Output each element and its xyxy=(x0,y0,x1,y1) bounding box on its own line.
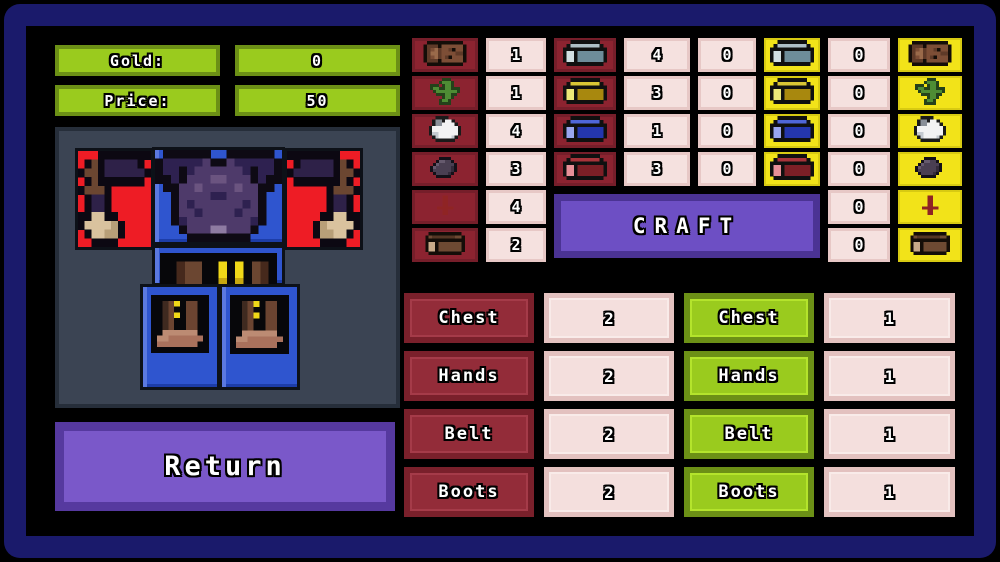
chest-slot[interactable] xyxy=(155,150,282,242)
kit-count: 4 xyxy=(624,38,690,72)
material-cell[interactable] xyxy=(412,114,478,148)
material-count: 4 xyxy=(486,190,546,224)
silver-kit-icon xyxy=(770,40,815,70)
coal-icon xyxy=(915,156,945,182)
craft-button[interactable]: CRAFT xyxy=(554,194,820,258)
craft-kit-cell[interactable] xyxy=(764,152,820,186)
equipped-chest-count: 1 xyxy=(824,293,955,343)
equipped-belt-button[interactable]: Belt xyxy=(684,409,814,459)
gold-kit-icon xyxy=(563,78,608,108)
stake-icon xyxy=(919,192,941,222)
craft-material-cell[interactable] xyxy=(898,38,962,72)
kit-count: 1 xyxy=(624,114,690,148)
material-count: 2 xyxy=(486,228,546,262)
boot-icon xyxy=(230,295,289,354)
hands-slot-left[interactable] xyxy=(78,151,151,247)
blue-kit-icon xyxy=(563,116,608,146)
cactus-icon xyxy=(430,77,461,109)
craft-kit-cell[interactable] xyxy=(764,76,820,110)
equipped-boots-button[interactable]: Boots xyxy=(684,467,814,517)
coal-icon xyxy=(430,156,460,182)
kit-cell[interactable] xyxy=(554,114,616,148)
red-kit-icon xyxy=(770,154,815,184)
craft-material-count: 0 xyxy=(828,152,890,186)
belt-slot[interactable] xyxy=(155,248,282,295)
owned-belt-count: 2 xyxy=(544,409,674,459)
boot-icon xyxy=(151,295,209,353)
kit-cell[interactable] xyxy=(554,76,616,110)
material-cell[interactable] xyxy=(412,38,478,72)
material-cell[interactable] xyxy=(412,152,478,186)
red-kit-icon xyxy=(563,154,608,184)
owned-chest-count: 2 xyxy=(544,293,674,343)
material-cell[interactable] xyxy=(412,228,478,262)
log-icon xyxy=(423,40,467,70)
log-icon xyxy=(908,40,952,70)
stake-icon xyxy=(434,192,456,222)
owned-belt-button[interactable]: Belt xyxy=(404,409,534,459)
craft-kit-count: 0 xyxy=(698,76,756,110)
owned-boots-count: 2 xyxy=(544,467,674,517)
equipment-lists: Chest 2 Chest 1 Hands 2 Hands 1 Belt 2 Belt 1 Boots 2… xyxy=(404,293,955,517)
craft-material-count: 0 xyxy=(828,114,890,148)
equipped-hands-button[interactable]: Hands xyxy=(684,351,814,401)
owned-hands-button[interactable]: Hands xyxy=(404,351,534,401)
craft-material-count: 0 xyxy=(828,76,890,110)
owned-boots-button[interactable]: Boots xyxy=(404,467,534,517)
equipped-boots-count: 1 xyxy=(824,467,955,517)
kit-cell[interactable] xyxy=(554,38,616,72)
price-value: 50 xyxy=(235,85,400,116)
wool-icon xyxy=(429,116,462,146)
owned-chest-button[interactable]: Chest xyxy=(404,293,534,343)
material-count: 1 xyxy=(486,76,546,110)
blue-kit-icon xyxy=(770,116,815,146)
material-count: 4 xyxy=(486,114,546,148)
craft-kit-count: 0 xyxy=(698,152,756,186)
price-label: Price: xyxy=(55,85,220,116)
material-cell[interactable] xyxy=(412,76,478,110)
craft-material-count: 0 xyxy=(828,190,890,224)
crate-icon xyxy=(910,231,950,259)
craft-kit-cell[interactable] xyxy=(764,114,820,148)
craft-material-cell[interactable] xyxy=(898,114,962,148)
craft-kit-count: 0 xyxy=(698,114,756,148)
material-count: 3 xyxy=(486,152,546,186)
kit-count: 3 xyxy=(624,76,690,110)
craft-kit-count: 0 xyxy=(698,38,756,72)
kit-count: 3 xyxy=(624,152,690,186)
hands-slot-right[interactable] xyxy=(287,151,360,247)
chestplate-icon xyxy=(155,150,282,242)
craft-material-count: 0 xyxy=(828,38,890,72)
craft-material-cell[interactable] xyxy=(898,152,962,186)
wool-icon xyxy=(914,116,947,146)
craft-material-cell[interactable] xyxy=(898,190,962,224)
character-equipment-panel xyxy=(55,127,400,408)
craft-material-cell[interactable] xyxy=(898,76,962,110)
craft-material-count: 0 xyxy=(828,228,890,262)
craft-kit-cell[interactable] xyxy=(764,38,820,72)
material-cell[interactable] xyxy=(412,190,478,224)
boots-slot-right[interactable] xyxy=(222,287,297,387)
gold-value: 0 xyxy=(235,45,400,76)
gold-label: Gold: xyxy=(55,45,220,76)
material-count: 1 xyxy=(486,38,546,72)
return-button[interactable]: Return xyxy=(55,422,395,511)
glove-icon xyxy=(287,151,360,247)
silver-kit-icon xyxy=(563,40,608,70)
equipped-belt-count: 1 xyxy=(824,409,955,459)
glove-icon xyxy=(78,151,151,247)
owned-hands-count: 2 xyxy=(544,351,674,401)
boots-slot-left[interactable] xyxy=(143,287,217,387)
gold-kit-icon xyxy=(770,78,815,108)
craft-material-cell[interactable] xyxy=(898,228,962,262)
crate-icon xyxy=(425,231,465,259)
cactus-icon xyxy=(915,77,946,109)
kit-cell[interactable] xyxy=(554,152,616,186)
equipped-chest-button[interactable]: Chest xyxy=(684,293,814,343)
equipped-hands-count: 1 xyxy=(824,351,955,401)
